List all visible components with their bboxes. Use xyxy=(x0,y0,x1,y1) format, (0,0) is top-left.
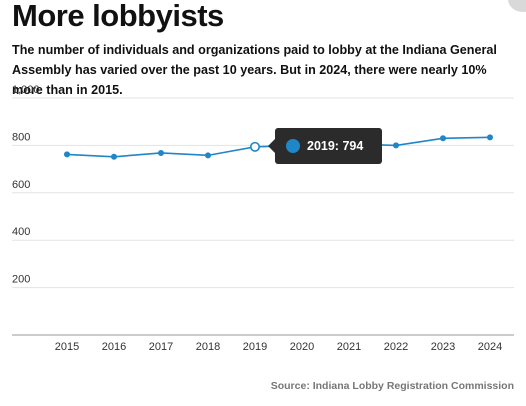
y-tick-label-1000: 1,000 xyxy=(12,84,40,96)
data-point-2022 xyxy=(393,142,399,149)
x-tick-label-2016: 2016 xyxy=(102,341,126,353)
x-tick-label-2015: 2015 xyxy=(55,341,79,353)
tooltip-series-dot xyxy=(286,139,300,153)
data-point-2017 xyxy=(158,149,164,156)
y-tick-label-400: 400 xyxy=(12,226,30,238)
chart-title: More lobbyists xyxy=(12,0,224,33)
y-tick-label-600: 600 xyxy=(12,179,30,191)
x-tick-label-2021: 2021 xyxy=(337,341,361,353)
x-tick-label-2019: 2019 xyxy=(243,341,267,353)
data-point-2024 xyxy=(487,134,493,141)
y-tick-label-200: 200 xyxy=(12,274,30,286)
corner-button[interactable] xyxy=(508,0,526,12)
data-tooltip: 2019: 794 xyxy=(268,128,382,164)
x-tick-label-2020: 2020 xyxy=(290,341,314,353)
x-tick-label-2022: 2022 xyxy=(384,341,408,353)
x-tick-label-2023: 2023 xyxy=(431,341,455,353)
data-point-2023 xyxy=(440,135,446,142)
x-tick-label-2018: 2018 xyxy=(196,341,220,353)
tooltip-label: 2019: 794 xyxy=(307,139,364,153)
x-tick-label-2024: 2024 xyxy=(478,341,502,353)
source-note: Source: Indiana Lobby Registration Commi… xyxy=(270,380,514,392)
y-tick-label-800: 800 xyxy=(12,131,30,143)
data-point-2019 xyxy=(250,141,261,152)
x-tick-label-2017: 2017 xyxy=(149,341,173,353)
data-point-2015 xyxy=(64,151,70,158)
data-point-2016 xyxy=(111,153,117,160)
data-point-2018 xyxy=(205,152,211,159)
chart-subtitle: The number of individuals and organizati… xyxy=(12,43,497,97)
